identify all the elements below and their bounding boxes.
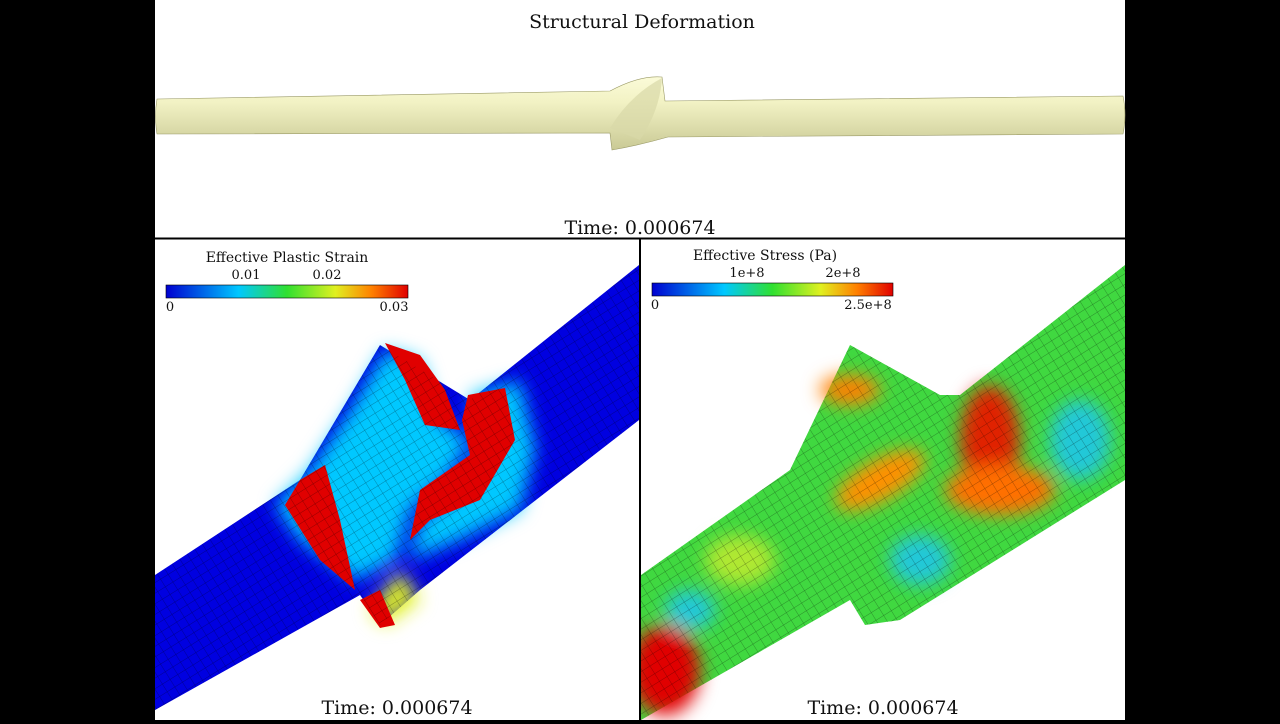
stress-view: [641, 265, 1125, 720]
colorbar-tick: 0.01: [232, 268, 261, 283]
colorbar-title: Effective Stress (Pa): [693, 248, 837, 264]
time-label: Time: 0.000674: [321, 697, 472, 719]
colorbar-tick: 1e+8: [729, 266, 764, 281]
colorbar-tick: 2e+8: [825, 266, 860, 281]
colorbar-tick: 0.03: [380, 300, 409, 315]
colorbar: [165, 284, 409, 299]
strain-view: [155, 265, 639, 710]
colorbar-tick: 2.5e+8: [844, 298, 892, 313]
colorbar-title: Effective Plastic Strain: [206, 250, 369, 266]
buckle: [610, 78, 662, 140]
colorbar-tick: 0: [166, 300, 174, 315]
colorbar-tick: 0: [651, 298, 659, 313]
colorbar-tick: 0.02: [313, 268, 342, 283]
time-label: Time: 0.000674: [564, 217, 715, 239]
title: Structural Deformation: [529, 11, 755, 33]
colorbar: [651, 282, 894, 297]
time-label: Time: 0.000674: [807, 697, 958, 719]
